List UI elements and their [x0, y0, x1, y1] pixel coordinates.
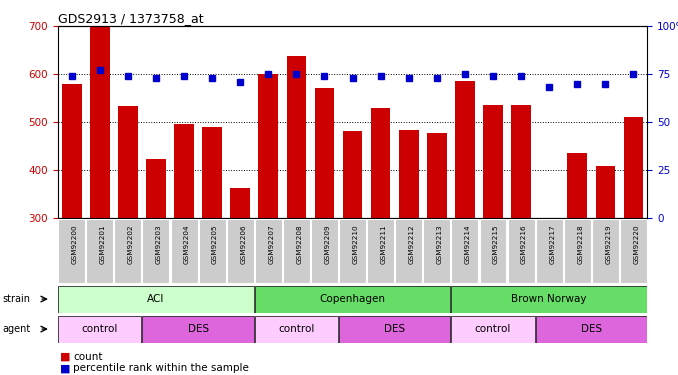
- Bar: [427, 133, 447, 218]
- Bar: [339, 316, 450, 343]
- Text: GSM92202: GSM92202: [128, 225, 134, 264]
- Bar: [58, 316, 141, 343]
- Text: GSM92203: GSM92203: [156, 225, 162, 264]
- Bar: [339, 219, 366, 283]
- Bar: [452, 286, 647, 313]
- Text: agent: agent: [2, 324, 31, 334]
- Bar: [423, 219, 450, 283]
- Bar: [511, 105, 531, 218]
- Bar: [564, 219, 591, 283]
- Text: GSM92218: GSM92218: [577, 225, 583, 264]
- Text: control: control: [278, 324, 315, 334]
- Bar: [62, 84, 81, 218]
- Bar: [174, 124, 194, 218]
- Bar: [90, 27, 110, 218]
- Text: GSM92207: GSM92207: [268, 225, 275, 264]
- Text: ACI: ACI: [147, 294, 165, 304]
- Bar: [399, 130, 418, 218]
- Text: GSM92220: GSM92220: [633, 225, 639, 264]
- Text: GSM92201: GSM92201: [100, 225, 106, 264]
- Bar: [142, 219, 170, 283]
- Bar: [592, 219, 619, 283]
- Bar: [86, 219, 113, 283]
- Text: GSM92213: GSM92213: [437, 225, 443, 264]
- Bar: [479, 219, 506, 283]
- Bar: [536, 219, 563, 283]
- Bar: [58, 219, 85, 283]
- Bar: [226, 219, 254, 283]
- Bar: [395, 219, 422, 283]
- Bar: [367, 219, 394, 283]
- Bar: [342, 132, 362, 218]
- Text: GSM92200: GSM92200: [72, 225, 78, 264]
- Text: GSM92211: GSM92211: [380, 225, 386, 264]
- Text: GSM92209: GSM92209: [325, 225, 330, 264]
- Text: DES: DES: [188, 324, 209, 334]
- Text: Copenhagen: Copenhagen: [319, 294, 386, 304]
- Bar: [255, 316, 338, 343]
- Bar: [452, 219, 479, 283]
- Bar: [455, 81, 475, 218]
- Text: GSM92205: GSM92205: [212, 225, 218, 264]
- Bar: [452, 316, 534, 343]
- Text: GSM92216: GSM92216: [521, 225, 527, 264]
- Text: Brown Norway: Brown Norway: [511, 294, 587, 304]
- Text: GSM92215: GSM92215: [493, 225, 499, 264]
- Bar: [115, 219, 141, 283]
- Text: ■: ■: [60, 363, 70, 373]
- Bar: [171, 219, 197, 283]
- Text: GSM92204: GSM92204: [184, 225, 190, 264]
- Text: GSM92214: GSM92214: [465, 225, 471, 264]
- Text: DES: DES: [581, 324, 602, 334]
- Bar: [311, 219, 338, 283]
- Text: GSM92217: GSM92217: [549, 225, 555, 264]
- Bar: [255, 219, 282, 283]
- Bar: [315, 88, 334, 218]
- Text: GDS2913 / 1373758_at: GDS2913 / 1373758_at: [58, 12, 203, 25]
- Text: GSM92210: GSM92210: [353, 225, 359, 264]
- Bar: [283, 219, 310, 283]
- Bar: [287, 56, 306, 217]
- Text: GSM92206: GSM92206: [240, 225, 246, 264]
- Text: control: control: [81, 324, 118, 334]
- Bar: [595, 166, 615, 218]
- Bar: [199, 219, 226, 283]
- Bar: [231, 188, 250, 218]
- Bar: [483, 105, 503, 218]
- Bar: [624, 117, 643, 218]
- Bar: [118, 106, 138, 218]
- Bar: [508, 219, 534, 283]
- Bar: [371, 108, 391, 218]
- Text: percentile rank within the sample: percentile rank within the sample: [73, 363, 249, 373]
- Bar: [620, 219, 647, 283]
- Text: GSM92212: GSM92212: [409, 225, 415, 264]
- Bar: [258, 74, 278, 217]
- Bar: [142, 316, 254, 343]
- Text: DES: DES: [384, 324, 405, 334]
- Bar: [146, 159, 165, 218]
- Bar: [58, 286, 254, 313]
- Text: GSM92208: GSM92208: [296, 225, 302, 264]
- Text: GSM92219: GSM92219: [605, 225, 612, 264]
- Bar: [567, 153, 587, 218]
- Bar: [536, 316, 647, 343]
- Bar: [202, 127, 222, 218]
- Text: control: control: [475, 324, 511, 334]
- Text: count: count: [73, 352, 103, 362]
- Text: strain: strain: [2, 294, 30, 304]
- Text: ■: ■: [60, 352, 70, 362]
- Bar: [255, 286, 450, 313]
